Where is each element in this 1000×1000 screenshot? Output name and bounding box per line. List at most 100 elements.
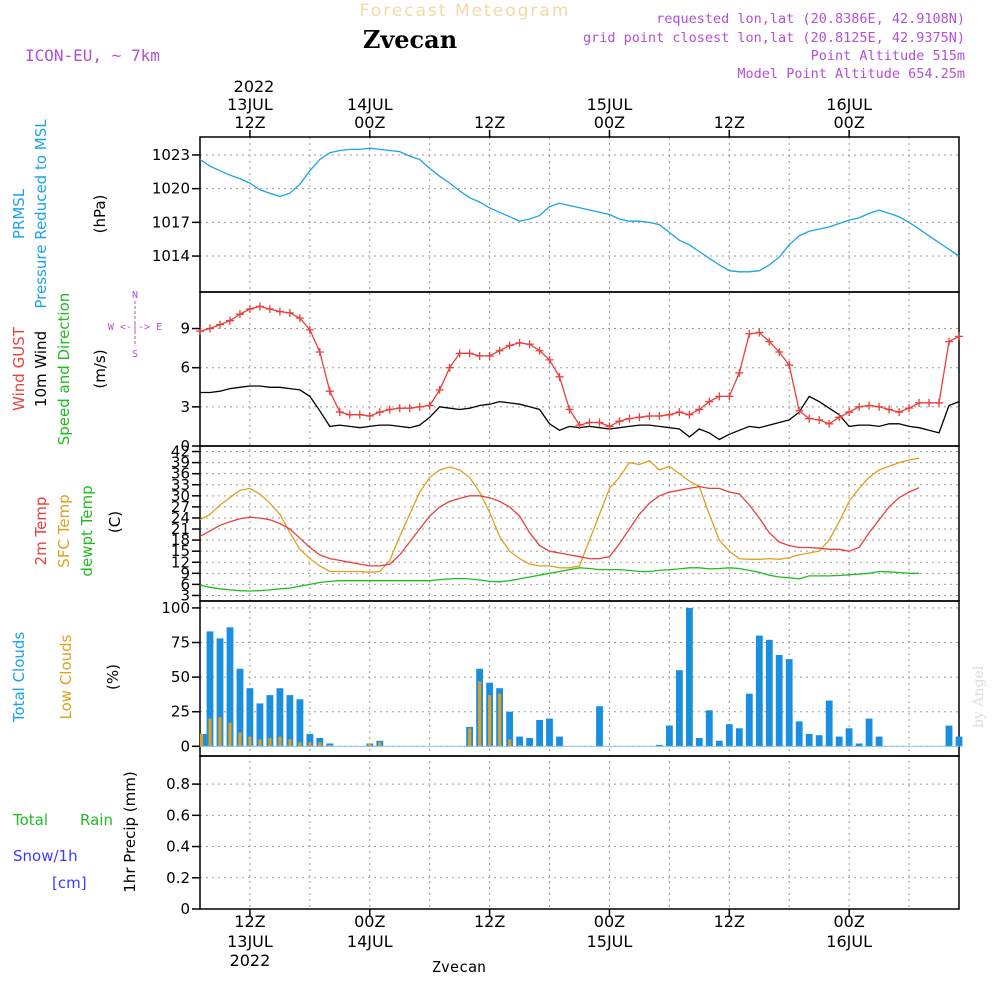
wind-gust-series-line <box>199 305 960 428</box>
pressure-panel-frame <box>199 136 960 293</box>
low-clouds-bar <box>518 744 522 747</box>
snow-unit-label: [cm] <box>52 874 87 892</box>
total-clouds-bar <box>765 639 773 747</box>
wind-gust-point <box>235 310 244 319</box>
temperature-ytick-label: 21 <box>171 520 190 538</box>
grid-lines <box>200 137 959 910</box>
clouds-ytick-label: 100 <box>161 599 190 617</box>
pressure-unit: (hPa) <box>91 195 109 234</box>
low-clouds-bar <box>238 732 242 747</box>
low-clouds-bar <box>328 744 332 747</box>
bottom-year-label: 2022 <box>230 951 271 970</box>
wind-gust-point <box>725 392 734 401</box>
wind-gust-point <box>405 404 414 413</box>
wind-gust-point <box>315 348 324 357</box>
wind-gust-point <box>945 337 954 346</box>
top-date-label: 16JUL <box>826 95 872 114</box>
wind-gust-point <box>655 411 664 420</box>
temperature-ytick-label: 33 <box>171 476 190 494</box>
total-clouds-bar <box>845 728 853 747</box>
low-clouds-bar <box>468 728 472 747</box>
total-clouds-label: Total Clouds <box>10 632 28 724</box>
total-clouds-bar <box>506 711 513 747</box>
low-clouds-label: Low Clouds <box>57 634 75 719</box>
temp-sfc-label: SFC Temp <box>55 494 73 567</box>
wind-gust-point <box>905 404 914 413</box>
wind-gust-point <box>395 404 404 413</box>
total-clouds-bar <box>705 710 713 747</box>
wind-gust-point <box>325 387 334 396</box>
wind-gust-point <box>555 372 564 381</box>
point-altitude: Point Altitude 515m <box>811 48 965 64</box>
wind-gust-point <box>855 402 864 411</box>
temperature-ytick-label: 30 <box>171 487 190 505</box>
total-clouds-bar <box>296 699 304 747</box>
wind-gust-point <box>545 355 554 364</box>
compass-n: N <box>132 290 138 301</box>
temperature-ytick-label: 42 <box>171 443 190 461</box>
chart-title: Forecast Meteogram <box>360 1 571 21</box>
low-clouds-bar <box>498 693 502 747</box>
total-clouds-bar <box>306 733 314 747</box>
temperature-ytick-label: 36 <box>171 465 190 483</box>
total-clouds-bar <box>686 607 693 747</box>
wind-gust-point <box>225 316 234 325</box>
temperature-panel-frame <box>199 445 960 602</box>
wind-gust-point <box>585 418 594 427</box>
total-clouds-bar <box>835 736 843 747</box>
clouds-ytick-label: 75 <box>171 634 190 652</box>
top-date-label: 13JUL <box>227 95 273 114</box>
wind-gust-point <box>745 329 754 338</box>
wind-gust-point <box>465 349 474 358</box>
total-clouds-bar <box>216 638 224 747</box>
total-clouds-bar <box>246 688 254 747</box>
model-label: ICON-EU, ~ 7km <box>25 46 160 65</box>
total-clouds-bar <box>276 688 284 747</box>
wind-gust-point <box>665 410 674 419</box>
low-clouds-bar <box>258 739 262 747</box>
total-clouds-bar <box>266 695 274 747</box>
wind-gust-point <box>935 398 944 407</box>
total-clouds-bar <box>745 693 753 747</box>
snow-label: Snow/1h <box>13 847 78 865</box>
wind-gust-point <box>515 338 524 347</box>
bottom-hour-label: 00Z <box>594 912 625 931</box>
total-clouds-bar <box>855 743 863 747</box>
top-hour-label: 00Z <box>594 113 625 132</box>
bottom-hour-label: 12Z <box>714 912 745 931</box>
total-clouds-bar <box>206 631 214 747</box>
pressure-label-msl: Pressure Reduced to MSL <box>32 119 50 309</box>
dewpt-series-line <box>199 567 920 592</box>
wind-gust-point <box>835 413 844 422</box>
total-clouds-bar <box>775 655 783 747</box>
clouds-ytick-label: 0 <box>180 737 190 755</box>
total-clouds-bar <box>546 718 553 747</box>
bottom-date-label: 14JUL <box>347 932 393 951</box>
temperature-ytick-label: 3 <box>180 586 190 604</box>
total-clouds-bar <box>815 735 823 747</box>
wind-gust-point <box>755 328 764 337</box>
wind-gust-point <box>455 349 464 358</box>
precip-panel-frame <box>199 755 960 910</box>
bottom-hour-label: 12Z <box>234 912 265 931</box>
top-date-label: 15JUL <box>587 95 633 114</box>
wind-gust-point <box>695 405 704 414</box>
clouds-panel-frame <box>199 600 960 757</box>
wind-gust-point <box>425 401 434 410</box>
temperature-ytick-label: 39 <box>171 454 190 472</box>
wind-speed-dir-label: Speed and Direction <box>55 293 73 446</box>
low-clouds-bar <box>478 681 482 747</box>
total-clouds-bar <box>955 736 963 747</box>
requested-coords: requested lon,lat (20.8386E, 42.9108N) <box>656 11 965 27</box>
precip-ytick-label: 0 <box>180 900 190 918</box>
total-clouds-bar <box>755 635 763 747</box>
wind-gust-point <box>625 414 634 423</box>
wind-gust-point <box>275 307 284 316</box>
precip-ytick-label: 0.4 <box>166 838 190 856</box>
wind-gust-point <box>865 401 874 410</box>
low-clouds-bar <box>368 743 372 747</box>
total-clouds-bar <box>256 703 264 747</box>
wind-gust-point <box>715 392 724 401</box>
wind-gust-point <box>205 324 214 333</box>
